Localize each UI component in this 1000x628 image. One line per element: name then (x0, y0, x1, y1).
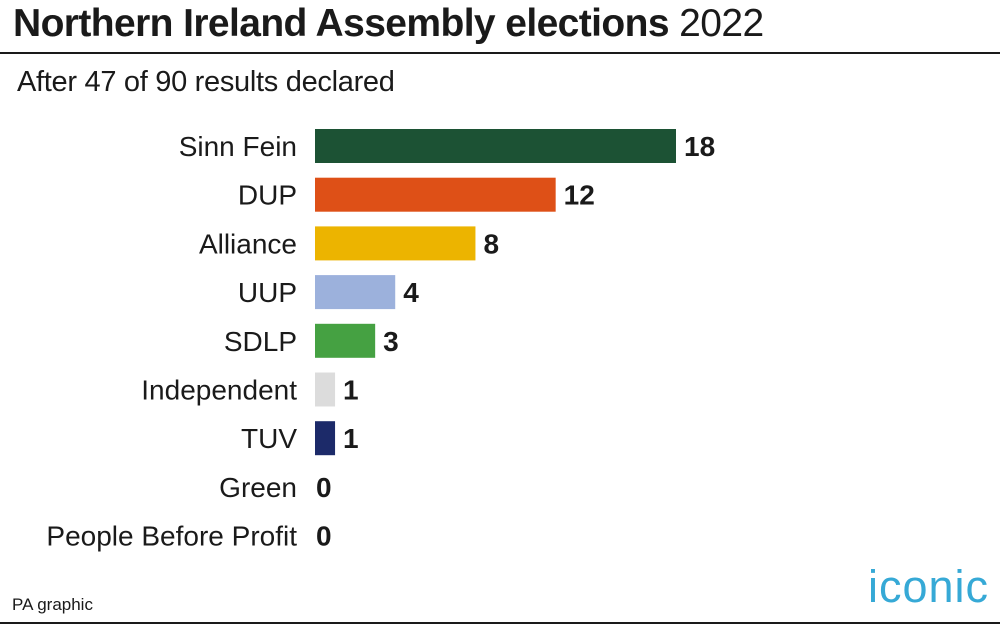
value-label-green: 0 (316, 472, 332, 503)
category-label-sinn-fein: Sinn Fein (179, 131, 297, 162)
source-credit: PA graphic (12, 595, 93, 614)
category-label-green: Green (219, 472, 297, 503)
value-label-sinn-fein: 18 (684, 131, 715, 162)
value-label-tuv: 1 (343, 423, 359, 454)
bottom-divider (0, 622, 1000, 624)
category-label-tuv: TUV (241, 423, 297, 454)
value-label-alliance: 8 (483, 228, 499, 259)
iconic-logo: iconic (868, 561, 990, 612)
value-label-dup: 12 (564, 180, 595, 211)
bar-dup (315, 177, 556, 212)
chart-title-year: 2022 (679, 2, 764, 45)
category-label-uup: UUP (238, 277, 297, 308)
category-label-dup: DUP (238, 180, 297, 211)
bar-tuv (315, 421, 336, 456)
category-label-sdlp: SDLP (224, 326, 297, 357)
top-divider (0, 52, 1000, 54)
chart-title: Northern Ireland Assembly elections 2022 (13, 2, 764, 46)
value-label-independent: 1 (343, 375, 359, 406)
category-label-alliance: Alliance (199, 228, 297, 259)
bar-alliance (315, 226, 476, 261)
chart-subtitle: After 47 of 90 results declared (17, 66, 395, 98)
bar-uup (315, 275, 396, 310)
value-label-people-before-profit: 0 (316, 521, 332, 552)
bar-independent (315, 372, 336, 407)
category-label-independent: Independent (141, 375, 297, 406)
value-label-sdlp: 3 (383, 326, 399, 357)
bar-sdlp (315, 323, 376, 358)
value-label-uup: 4 (403, 277, 419, 308)
category-label-people-before-profit: People Before Profit (46, 521, 297, 552)
chart-title-main: Northern Ireland Assembly elections (13, 2, 670, 45)
bar-sinn-fein (315, 129, 676, 163)
